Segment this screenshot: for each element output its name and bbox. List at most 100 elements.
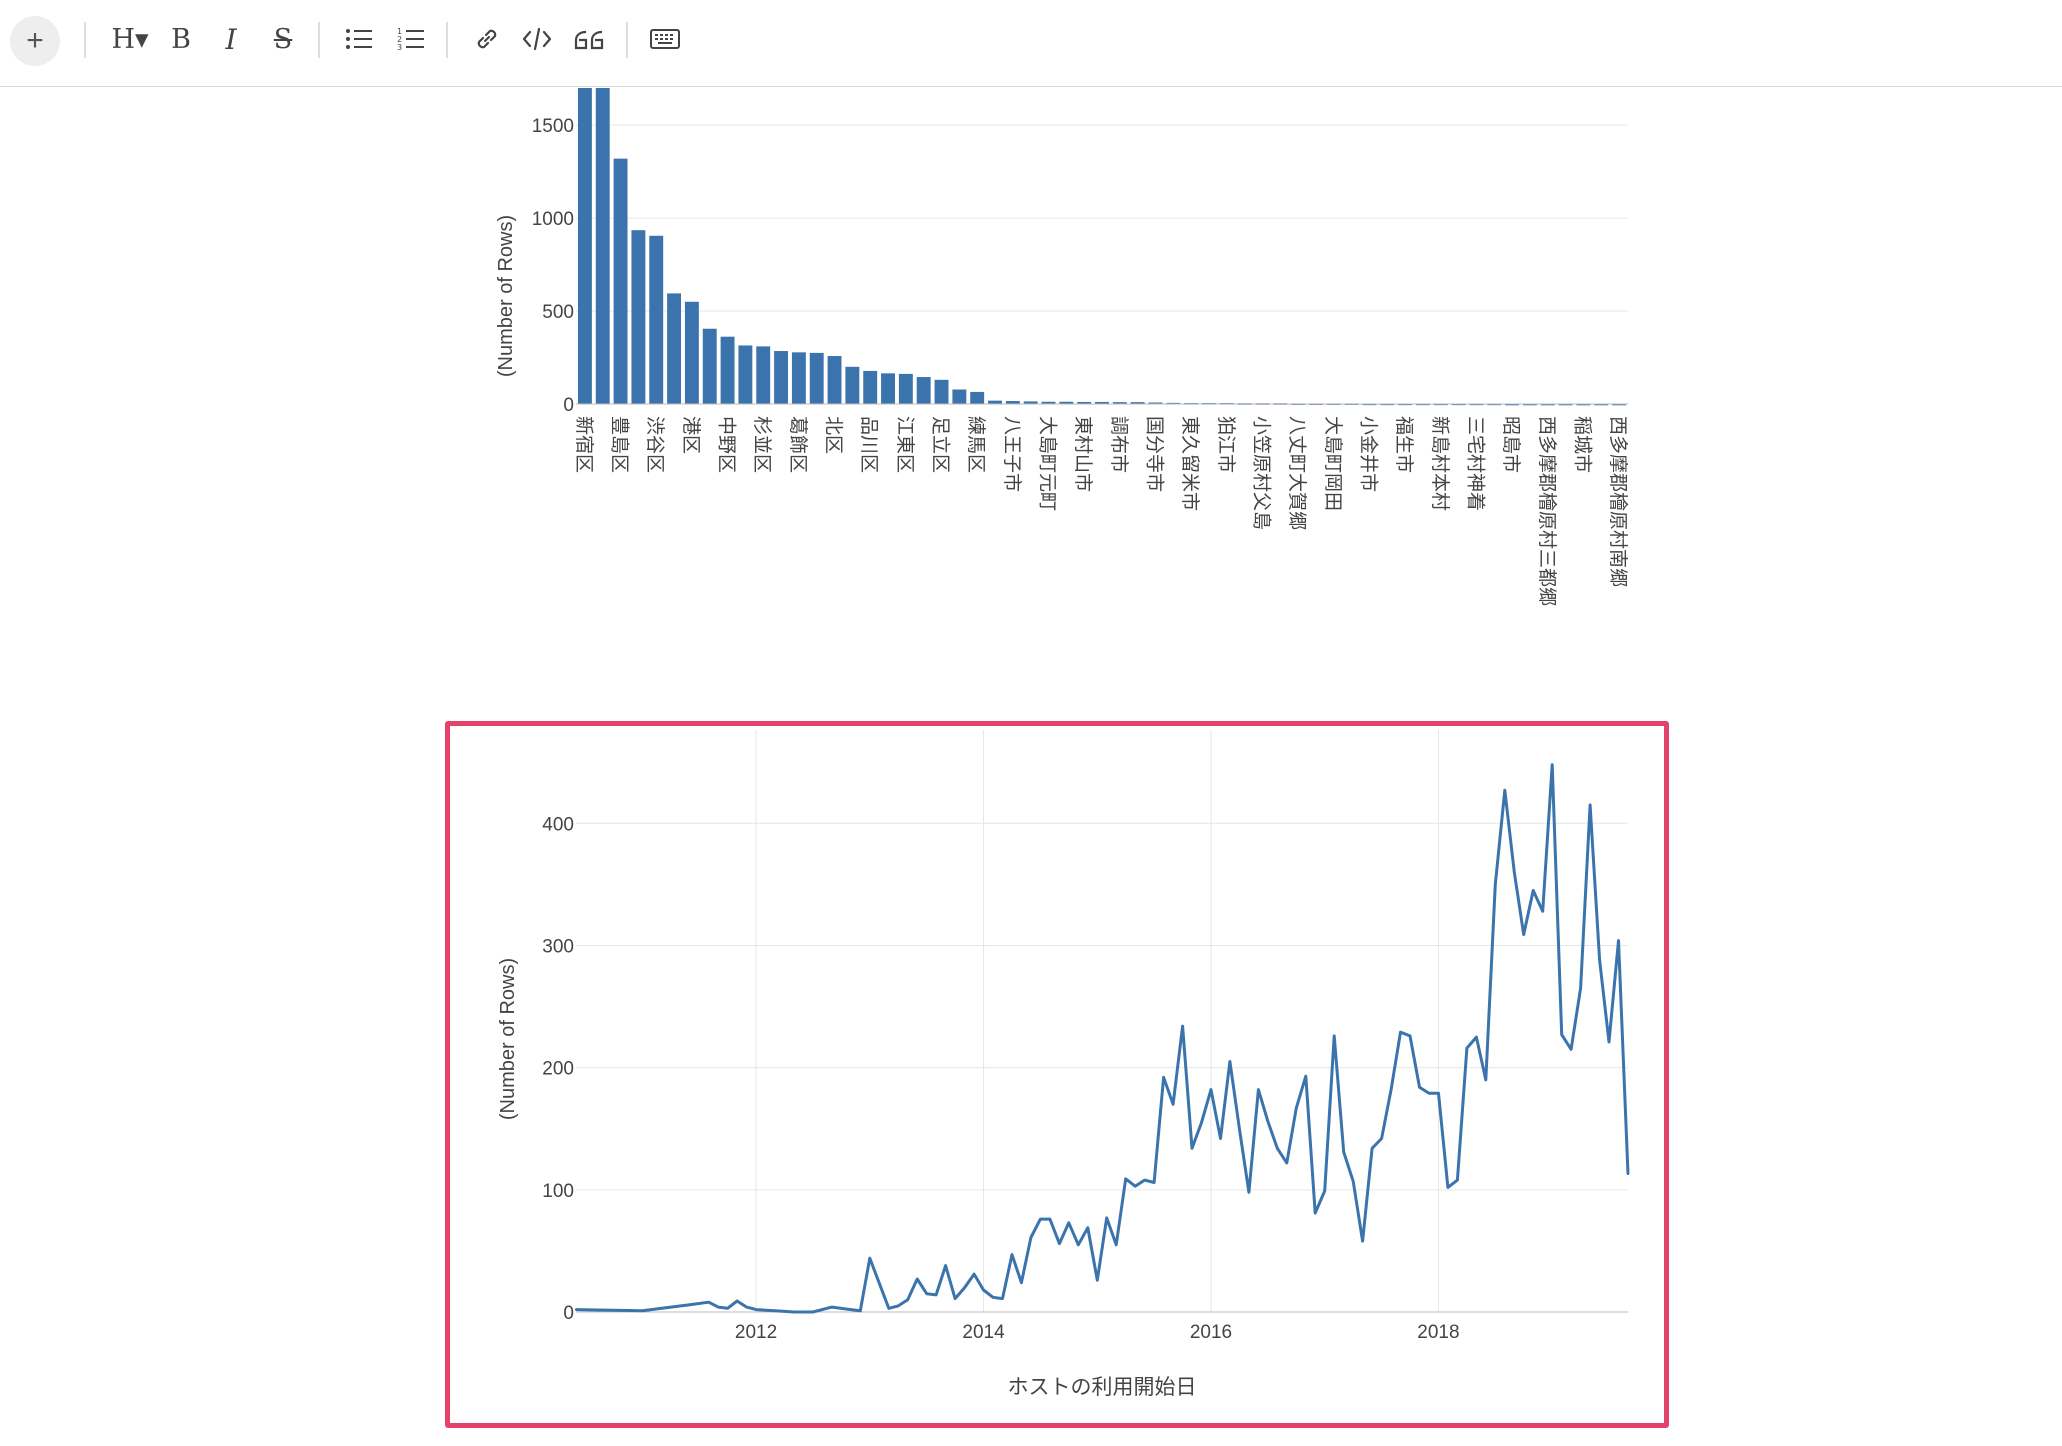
- bar-chart: 0 500 1000 1500 (Number of Rows) 新宿区 豊島区 渋谷区 港区中…: [0, 88, 2062, 688]
- line-point: [1266, 1120, 1270, 1123]
- bar: [738, 345, 753, 404]
- keyboard-icon: [650, 29, 680, 49]
- line-point: [1133, 1184, 1137, 1188]
- line-point: [1020, 1281, 1023, 1284]
- line-x-tick-label: 2016: [1190, 1322, 1232, 1343]
- line-point: [1010, 1253, 1014, 1256]
- bar: [1558, 403, 1573, 406]
- bar: [720, 336, 735, 404]
- line-point: [1001, 1297, 1004, 1300]
- heading-button[interactable]: H▾: [100, 14, 160, 64]
- bar-x-tick-label: 豊島区: [609, 416, 631, 473]
- code-button[interactable]: [512, 14, 562, 64]
- bar: [1505, 403, 1520, 406]
- bar-x-tick-label: 新宿区: [573, 416, 595, 473]
- italic-button[interactable]: I: [206, 14, 256, 64]
- line-point: [754, 1308, 758, 1311]
- line-point: [1569, 1048, 1573, 1051]
- bar: [1130, 402, 1145, 404]
- bar-x-tick-label: 小金井市: [1357, 416, 1379, 492]
- line-point: [953, 1297, 957, 1300]
- line-x-tick-label: 2012: [735, 1322, 777, 1343]
- bar-x-tick-label: 新島村本村: [1429, 416, 1451, 511]
- bar: [1612, 403, 1627, 406]
- link-icon: [477, 29, 497, 49]
- line-point: [1181, 1024, 1184, 1028]
- line-point: [859, 1309, 862, 1312]
- line-point: [1143, 1178, 1146, 1182]
- line-point: [1408, 1034, 1412, 1038]
- line-point: [1361, 1239, 1364, 1243]
- line-point: [1332, 1034, 1336, 1038]
- line-point: [1086, 1226, 1089, 1229]
- bar-y-tick-label: 500: [542, 302, 574, 323]
- line-point: [1096, 1279, 1099, 1282]
- line-point: [1219, 1137, 1222, 1140]
- line-point: [1579, 987, 1582, 990]
- svg-text:2: 2: [397, 35, 402, 44]
- line-point: [1626, 1172, 1630, 1176]
- bar: [684, 301, 699, 404]
- bar: [667, 293, 682, 404]
- bar: [1594, 403, 1609, 406]
- bar-x-tick-label: 三宅村神着: [1464, 416, 1486, 511]
- line-point: [972, 1272, 976, 1276]
- toolbar-divider: [626, 22, 628, 58]
- line-point: [1285, 1161, 1289, 1165]
- line-point: [982, 1288, 985, 1292]
- bar: [1095, 401, 1109, 404]
- line-point: [1314, 1211, 1317, 1215]
- link-button[interactable]: [462, 14, 512, 64]
- strikethrough-button[interactable]: S: [258, 14, 308, 64]
- line-point: [1532, 889, 1535, 892]
- line-chart: 0 100 200 300 400 2012 2014 2016 2018 (Number of …: [0, 700, 2062, 1440]
- bar-y-tick-label: 0: [563, 395, 574, 416]
- line-point: [944, 1264, 947, 1267]
- bar-x-tick-label: 北区: [823, 416, 845, 454]
- line-x-tick-label: 2018: [1417, 1322, 1459, 1343]
- bar-x-tick-label: 江東区: [894, 416, 916, 473]
- bar-x-tick-label: 八王子市: [1001, 416, 1023, 492]
- bullet-list-button[interactable]: [334, 14, 384, 64]
- line-y-tick-label: 400: [542, 814, 574, 835]
- line-point: [1323, 1189, 1326, 1193]
- bar-x-tick-label: 調布市: [1108, 416, 1130, 473]
- bold-button[interactable]: B: [156, 14, 206, 64]
- add-block-button[interactable]: +: [10, 16, 60, 66]
- bar: [631, 230, 646, 404]
- line-point: [811, 1310, 815, 1314]
- line-point: [1541, 910, 1544, 913]
- keyboard-button[interactable]: [640, 14, 690, 64]
- svg-text:3: 3: [397, 43, 402, 52]
- bar-chart-svg: 0 500 1000 1500 (Number of Rows) 新宿区 豊島区 渋谷区 港区中…: [495, 88, 1630, 606]
- line-point: [1058, 1242, 1061, 1245]
- line-point: [1446, 1186, 1450, 1189]
- bar-y-tick-label: 1500: [532, 116, 574, 137]
- toolbar-divider: [446, 22, 448, 58]
- line-point: [1247, 1191, 1251, 1194]
- bar: [791, 352, 806, 404]
- bar: [827, 356, 842, 404]
- bar-x-tick-label: 福生市: [1393, 416, 1415, 473]
- line-point: [641, 1309, 644, 1312]
- bar-x-tick-label: 杉並区: [751, 416, 773, 473]
- line-point: [849, 1308, 853, 1311]
- bar-x-tick-label: 品川区: [858, 416, 879, 473]
- bar-x-tick-label: 東村山市: [1072, 416, 1094, 492]
- line-point: [1427, 1092, 1431, 1095]
- line-point: [830, 1305, 834, 1309]
- line-point: [925, 1292, 928, 1295]
- bar: [1059, 401, 1074, 404]
- line-point: [1190, 1147, 1194, 1150]
- line-point: [963, 1286, 966, 1289]
- bar-x-tick-label: 中野区: [716, 416, 738, 473]
- bar: [1148, 402, 1163, 405]
- quote-button[interactable]: [564, 14, 614, 64]
- line-point: [688, 1303, 691, 1306]
- line-point: [1437, 1092, 1440, 1095]
- line-point: [802, 1310, 805, 1314]
- bar: [970, 391, 985, 404]
- bar-y-axis-label: (Number of Rows): [495, 215, 517, 377]
- line-point: [934, 1293, 938, 1297]
